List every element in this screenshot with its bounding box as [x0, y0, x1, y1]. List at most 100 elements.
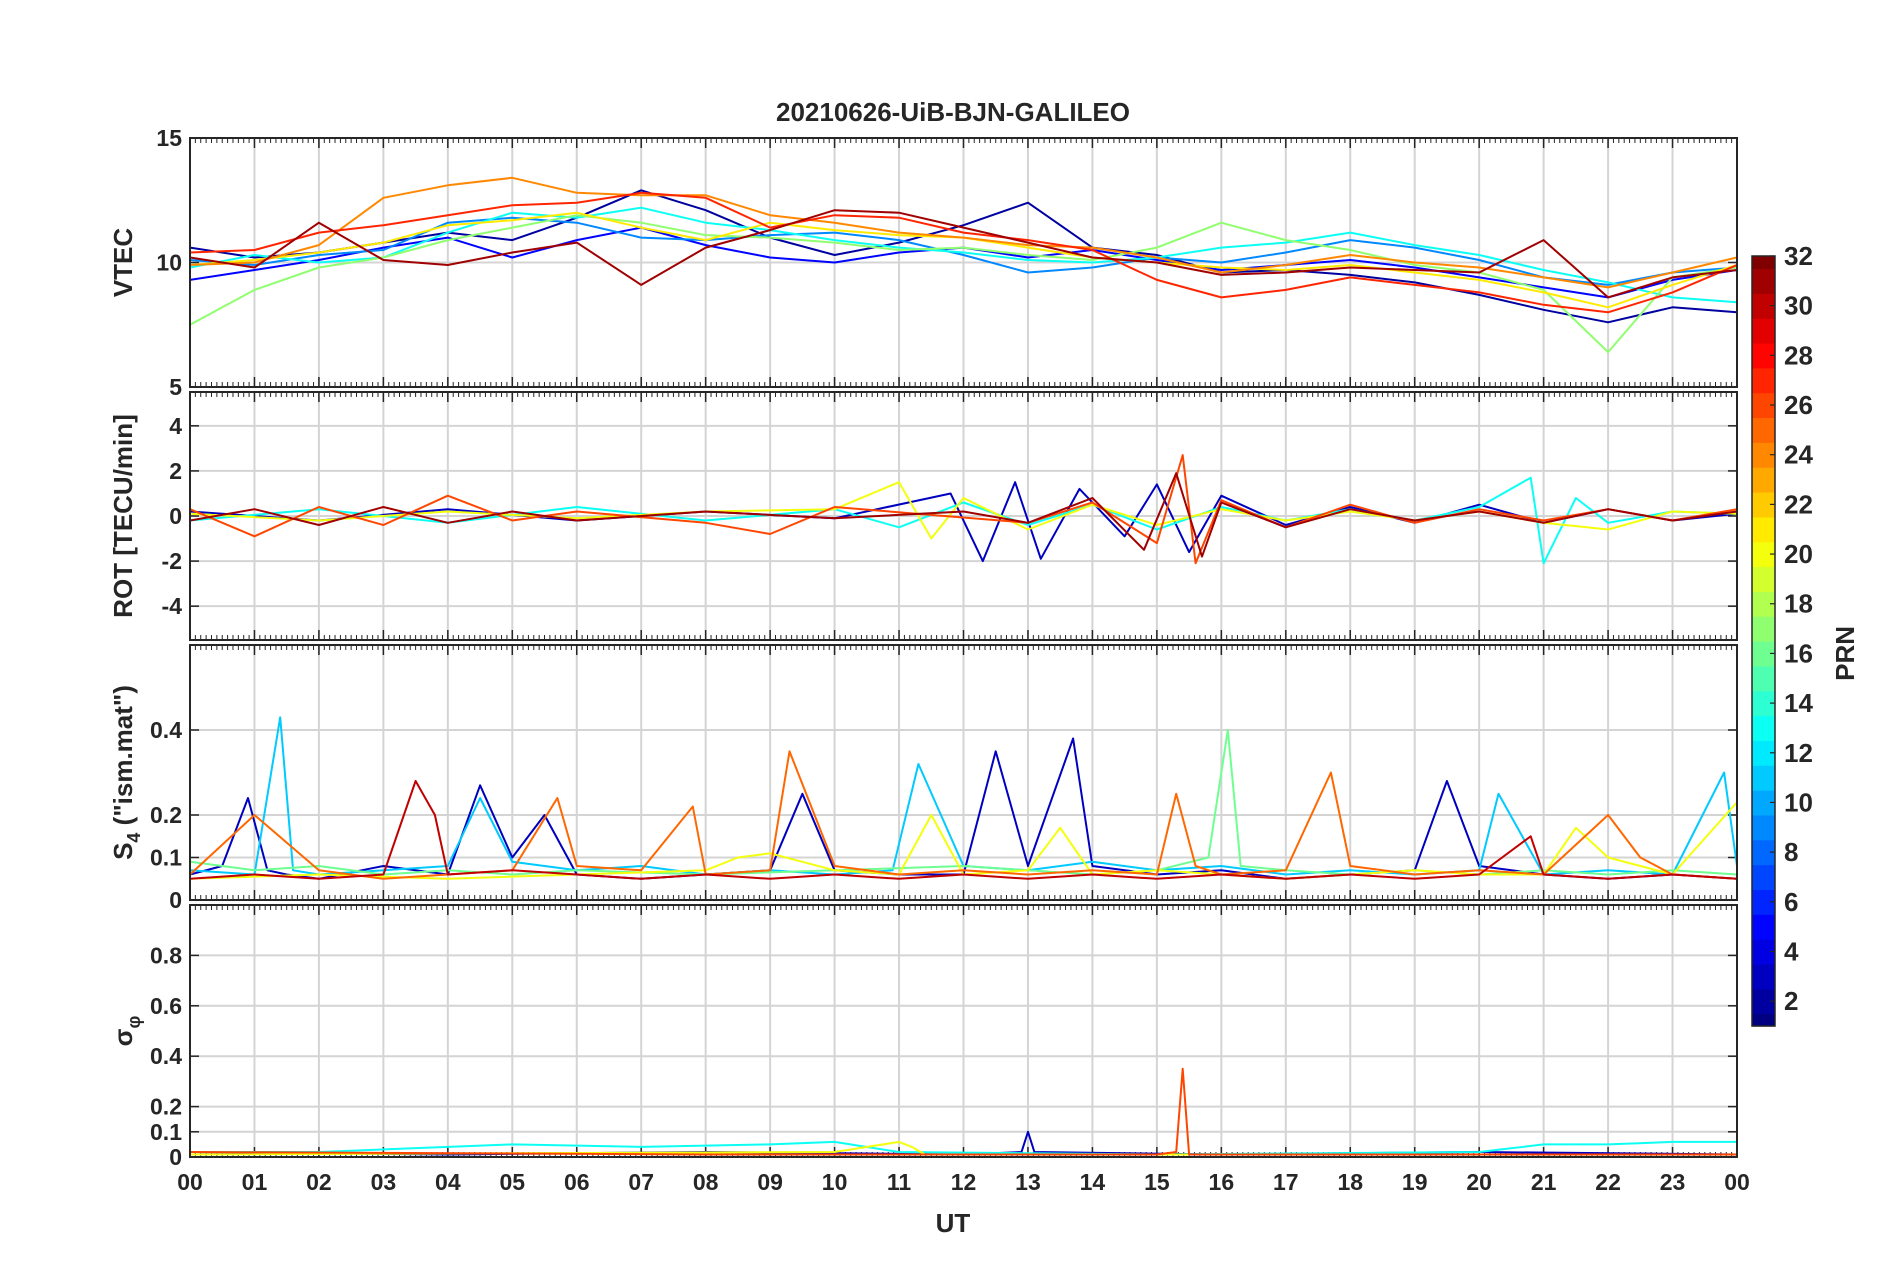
colorbar-swatch [1752, 293, 1775, 319]
x-tick-label: 12 [951, 1169, 977, 1195]
x-tick-label: 03 [371, 1169, 397, 1195]
y-tick-label: 15 [156, 125, 182, 151]
x-tick-label: 20 [1466, 1169, 1492, 1195]
chart-title: 20210626-UiB-BJN-GALILEO [776, 97, 1130, 127]
colorbar-swatch [1752, 442, 1775, 468]
y-axis-label-sub: 4 [124, 833, 144, 843]
y-axis-label-rot: ROT [TECU/min] [108, 414, 138, 618]
colorbar-swatch [1752, 690, 1775, 717]
x-tick-label: 16 [1209, 1169, 1235, 1195]
series-line-prn-24 [190, 176, 1737, 289]
y-axis-label-main: σ [108, 1028, 138, 1046]
x-tick-label: 14 [1080, 1169, 1106, 1195]
colorbar-swatch [1752, 765, 1775, 791]
colorbar-tick-label: 10 [1784, 787, 1813, 817]
series-line-prn-30 [190, 780, 1737, 880]
panel-sigma_phi: 00.10.2 0.4 0.6 0.8 σφ 00 01 02 03 04 05 06 07 08 09 10… [108, 904, 1750, 1195]
colorbar-swatch [1752, 1013, 1775, 1027]
colorbar-swatch [1752, 889, 1775, 915]
colorbar-swatch [1752, 665, 1775, 692]
series-line-prn-9 [190, 216, 1737, 286]
colorbar-label: PRN [1830, 626, 1860, 681]
colorbar-tick-label: 32 [1784, 241, 1813, 271]
colorbar-swatch [1752, 740, 1775, 766]
panel-frame [189, 644, 1738, 901]
y-tick-label: -4 [162, 593, 183, 619]
y-tick-label: 4 [169, 413, 182, 439]
colorbar-tick-label: 28 [1784, 340, 1813, 370]
colorbar-swatch [1752, 839, 1775, 866]
series-line-prn-25 [190, 750, 1737, 880]
x-tick-label: 15 [1144, 1169, 1170, 1195]
colorbar-swatch [1752, 417, 1775, 443]
x-tick-label: 08 [693, 1169, 719, 1195]
y-tick-label: 0.4 [150, 1043, 182, 1069]
colorbar-swatch [1752, 939, 1775, 965]
colorbar-frame [1751, 255, 1776, 1027]
series-line-prn-11 [190, 716, 1737, 876]
colorbar-swatch [1752, 715, 1775, 741]
panel-frame [189, 904, 1738, 1158]
colorbar-swatch [1752, 864, 1775, 890]
y-tick-label: 5 [169, 374, 182, 400]
y-tick-label: 0.2 [150, 1094, 182, 1120]
panel-frame [189, 137, 1738, 388]
x-tick-label: 06 [564, 1169, 590, 1195]
colorbar-swatch [1752, 814, 1775, 841]
series-line-prn-31 [190, 472, 1737, 558]
x-tick-label: 10 [822, 1169, 848, 1195]
colorbar-swatch [1752, 641, 1775, 667]
x-tick-label: 17 [1273, 1169, 1299, 1195]
colorbar-swatch [1752, 516, 1775, 543]
y-tick-label: 0.4 [150, 717, 182, 743]
y-tick-label: 0.1 [150, 845, 182, 871]
x-tick-label: 00 [177, 1169, 203, 1195]
colorbar-tick-label: 14 [1784, 688, 1813, 718]
colorbar-tick-label: 24 [1784, 440, 1813, 470]
y-axis-label-sigma_phi: σφ [108, 1016, 144, 1047]
y-tick-label: -2 [162, 548, 182, 574]
colorbar-swatch [1752, 566, 1775, 592]
x-tick-label: 13 [1015, 1169, 1041, 1195]
series-line-prn-13 [190, 206, 1737, 304]
colorbar-swatch [1752, 392, 1775, 419]
colorbar-tick-label: 12 [1784, 738, 1813, 768]
colorbar-tick-label: 6 [1784, 887, 1798, 917]
x-tick-label: 05 [499, 1169, 525, 1195]
x-tick-label: 23 [1660, 1169, 1686, 1195]
x-tick-label: 01 [242, 1169, 268, 1195]
colorbar-swatch [1752, 541, 1775, 568]
x-tick-label: 19 [1402, 1169, 1428, 1195]
y-axis-label-s4: S4 ("ism.mat") [108, 685, 144, 860]
colorbar-swatch [1752, 914, 1775, 940]
colorbar-swatch [1752, 963, 1775, 990]
y-tick-label: 10 [156, 250, 182, 276]
colorbar-swatch [1752, 988, 1775, 1015]
y-tick-label: 0.1 [150, 1119, 182, 1145]
y-tick-label: 0.8 [150, 942, 182, 968]
x-tick-label: 07 [628, 1169, 654, 1195]
y-tick-label: 0 [169, 887, 182, 913]
x-tick-label: 21 [1531, 1169, 1557, 1195]
y-axis-label-main: S [108, 843, 138, 860]
colorbar-swatch [1752, 268, 1775, 294]
colorbar-swatch [1752, 491, 1775, 518]
colorbar-tick-label: 22 [1784, 489, 1813, 519]
colorbar-swatch [1752, 591, 1775, 617]
x-tick-label: 22 [1595, 1169, 1621, 1195]
colorbar-tick-label: 16 [1784, 638, 1813, 668]
series-group [190, 454, 1737, 565]
colorbar-swatch [1752, 467, 1775, 493]
panel-rot: -4 -2 0 2 4 ROT [TECU/min] [108, 391, 1738, 641]
x-tick-label: 18 [1337, 1169, 1363, 1195]
colorbar-swatch [1752, 256, 1775, 270]
colorbar-tick-label: 30 [1784, 291, 1813, 321]
series-line-prn-26 [190, 1067, 1737, 1156]
y-tick-label: 0.6 [150, 993, 182, 1019]
x-tick-label: 11 [887, 1169, 912, 1195]
series-group [190, 176, 1737, 354]
series-line-prn-26 [190, 454, 1737, 565]
y-axis-label-vtec: VTEC [108, 228, 138, 298]
